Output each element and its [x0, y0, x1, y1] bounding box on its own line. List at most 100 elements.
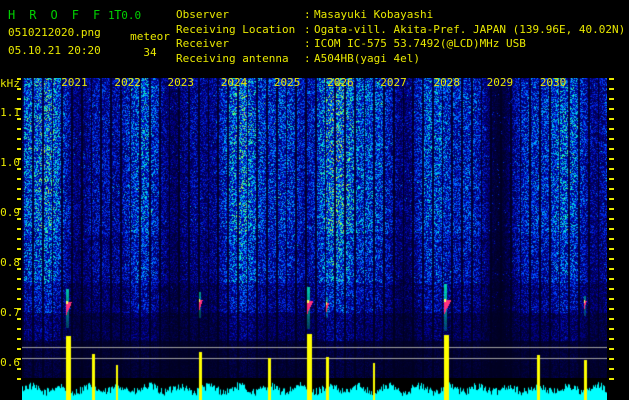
y-minor-tick-right [609, 348, 614, 350]
spectrogram-canvas [22, 78, 607, 378]
y-minor-tick-right [609, 148, 614, 150]
app-version: 1.0.0 [108, 9, 142, 22]
y-minor-tick [17, 288, 21, 290]
y-minor-tick [17, 278, 21, 280]
y-minor-tick [17, 188, 21, 190]
y-minor-tick-right [609, 178, 614, 180]
metadata-colon: : [304, 22, 311, 36]
y-minor-tick-right [609, 78, 614, 80]
metadata-value: ICOM IC-575 53.7492(@LCD)MHz USB [314, 37, 526, 50]
x-tick-label: 2027 [380, 76, 407, 89]
y-minor-tick-right [609, 218, 614, 220]
y-minor-tick-right [609, 238, 614, 240]
y-minor-tick [17, 118, 21, 120]
y-tick-label: 0.8 [0, 256, 20, 269]
y-minor-tick-right [609, 158, 614, 160]
y-minor-tick-right [609, 128, 614, 130]
station-metadata: Observer : Masayuki Kobayashi Receiving … [176, 8, 625, 66]
y-minor-tick [17, 328, 21, 330]
y-minor-tick-right [609, 358, 614, 360]
y-minor-tick-right [609, 198, 614, 200]
y-minor-tick [17, 338, 21, 340]
y-minor-tick-right [609, 328, 614, 330]
metadata-row-receiver: Receiver : ICOM IC-575 53.7492(@LCD)MHz … [176, 37, 625, 52]
y-minor-tick [17, 268, 21, 270]
y-minor-tick-right [609, 188, 614, 190]
y-minor-tick-right [609, 278, 614, 280]
y-minor-tick [17, 348, 21, 350]
y-minor-tick-right [609, 88, 614, 90]
y-minor-tick-right [609, 208, 614, 210]
metadata-key: Receiver [176, 37, 229, 50]
event-type-label: meteor [130, 30, 170, 43]
y-minor-tick [17, 108, 21, 110]
header-panel: H R O F F T 1.0.0 0510212020.png 05.10.2… [0, 0, 629, 72]
y-minor-tick-right [609, 168, 614, 170]
y-minor-tick [17, 198, 21, 200]
y-minor-tick-right [609, 318, 614, 320]
x-tick-label: 2024 [220, 76, 248, 89]
metadata-row-observer: Observer : Masayuki Kobayashi [176, 8, 625, 23]
y-minor-tick-right [609, 308, 614, 310]
y-minor-tick [17, 248, 21, 250]
y-minor-tick-right [609, 138, 614, 140]
y-minor-tick-right [609, 228, 614, 230]
y-minor-tick-right [609, 378, 614, 380]
metadata-row-antenna: Receiving antenna : A504HB(yagi 4el) [176, 52, 625, 67]
metadata-row-location: Receiving Location : Ogata-vill. Akita-P… [176, 23, 625, 38]
x-tick-label: 2022 [114, 76, 141, 89]
metadata-value: Masayuki Kobayashi [314, 8, 434, 21]
y-tick-label: 0.9 [0, 206, 20, 219]
y-minor-tick [17, 78, 21, 80]
metadata-colon: : [304, 51, 311, 65]
x-tick-label: 2023 [167, 76, 195, 89]
y-minor-tick [17, 208, 21, 210]
y-minor-tick [17, 358, 21, 360]
y-minor-tick [17, 258, 21, 260]
app-title: H R O F F T [8, 8, 125, 22]
y-minor-tick-right [609, 298, 614, 300]
datetime-label: 05.10.21 20:20 [8, 44, 101, 57]
metadata-value: A504HB(yagi 4el) [314, 51, 420, 65]
x-tick-label: 2026 [327, 76, 354, 89]
metadata-key: Observer [176, 8, 229, 21]
filename-label: 0510212020.png [8, 26, 101, 39]
y-tick-label: 0.6 [0, 356, 20, 369]
y-minor-tick [17, 168, 21, 170]
metadata-colon: : [304, 37, 311, 50]
event-count-value: 34 [143, 46, 157, 59]
y-minor-tick [17, 228, 21, 230]
metadata-value: Ogata-vill. Akita-Pref. JAPAN (139.96E, … [314, 22, 626, 36]
y-minor-tick [17, 98, 21, 100]
y-minor-tick [17, 318, 21, 320]
y-tick-label: 1.1 [0, 106, 20, 119]
x-tick-label: 2029 [486, 76, 514, 89]
amplitude-waveform-canvas [22, 378, 607, 400]
y-minor-tick-right [609, 118, 614, 120]
y-minor-tick [17, 128, 21, 130]
y-minor-tick-right [609, 288, 614, 290]
y-minor-tick [17, 158, 21, 160]
y-minor-tick-right [609, 108, 614, 110]
y-minor-tick-right [609, 248, 614, 250]
metadata-key: Receiving antenna [176, 51, 289, 65]
y-tick-label: 1.0 [0, 156, 20, 169]
spectrogram-plot [22, 78, 607, 400]
y-minor-tick-right [609, 258, 614, 260]
y-minor-tick [17, 298, 21, 300]
x-tick-label: 2025 [273, 76, 301, 89]
y-minor-tick-right [609, 368, 614, 370]
x-tick-label: 2028 [433, 76, 460, 89]
metadata-key: Receiving Location [176, 22, 296, 36]
metadata-colon: : [304, 8, 311, 21]
x-tick-label: 2030 [539, 76, 567, 89]
y-minor-tick [17, 308, 21, 310]
y-minor-tick [17, 378, 21, 380]
y-minor-tick [17, 178, 21, 180]
y-tick-label: 0.7 [0, 306, 20, 319]
y-minor-tick-right [609, 268, 614, 270]
y-minor-tick [17, 148, 21, 150]
y-minor-tick-right [609, 98, 614, 100]
x-tick-label: 2021 [61, 76, 88, 89]
